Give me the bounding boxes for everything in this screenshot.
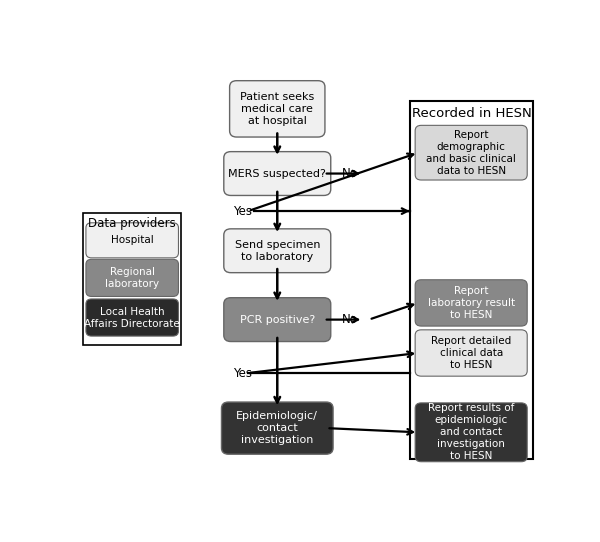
Text: Data providers: Data providers <box>88 217 176 230</box>
Text: MERS suspected?: MERS suspected? <box>229 169 326 178</box>
FancyBboxPatch shape <box>415 403 527 462</box>
Text: Yes: Yes <box>233 205 252 217</box>
Text: No: No <box>341 167 357 180</box>
Text: Hospital: Hospital <box>111 235 154 246</box>
Text: Report detailed
clinical data
to HESN: Report detailed clinical data to HESN <box>431 336 511 370</box>
Text: PCR positive?: PCR positive? <box>239 314 315 325</box>
FancyBboxPatch shape <box>415 125 527 180</box>
FancyBboxPatch shape <box>86 259 178 296</box>
FancyBboxPatch shape <box>221 402 333 454</box>
FancyBboxPatch shape <box>83 213 181 345</box>
FancyBboxPatch shape <box>410 100 533 460</box>
FancyBboxPatch shape <box>224 152 331 196</box>
Text: Patient seeks
medical care
at hospital: Patient seeks medical care at hospital <box>240 92 314 126</box>
FancyBboxPatch shape <box>86 299 178 336</box>
FancyBboxPatch shape <box>86 223 178 258</box>
Text: Epidemiologic/
contact
investigation: Epidemiologic/ contact investigation <box>236 411 318 445</box>
Text: Regional
laboratory: Regional laboratory <box>105 267 159 289</box>
Text: Local Health
Affairs Directorate: Local Health Affairs Directorate <box>85 307 180 328</box>
FancyBboxPatch shape <box>230 81 325 137</box>
Text: Send specimen
to laboratory: Send specimen to laboratory <box>235 240 320 262</box>
FancyBboxPatch shape <box>415 330 527 376</box>
FancyBboxPatch shape <box>224 298 331 341</box>
Text: Yes: Yes <box>233 366 252 379</box>
FancyBboxPatch shape <box>224 229 331 273</box>
FancyBboxPatch shape <box>415 280 527 326</box>
Text: Report
demographic
and basic clinical
data to HESN: Report demographic and basic clinical da… <box>426 130 516 176</box>
Text: No: No <box>341 313 357 326</box>
Text: Recorded in HESN: Recorded in HESN <box>412 107 531 120</box>
Text: Report
laboratory result
to HESN: Report laboratory result to HESN <box>428 286 515 320</box>
Text: Report results of
epidemiologic
and contact
investigation
to HESN: Report results of epidemiologic and cont… <box>428 403 514 461</box>
